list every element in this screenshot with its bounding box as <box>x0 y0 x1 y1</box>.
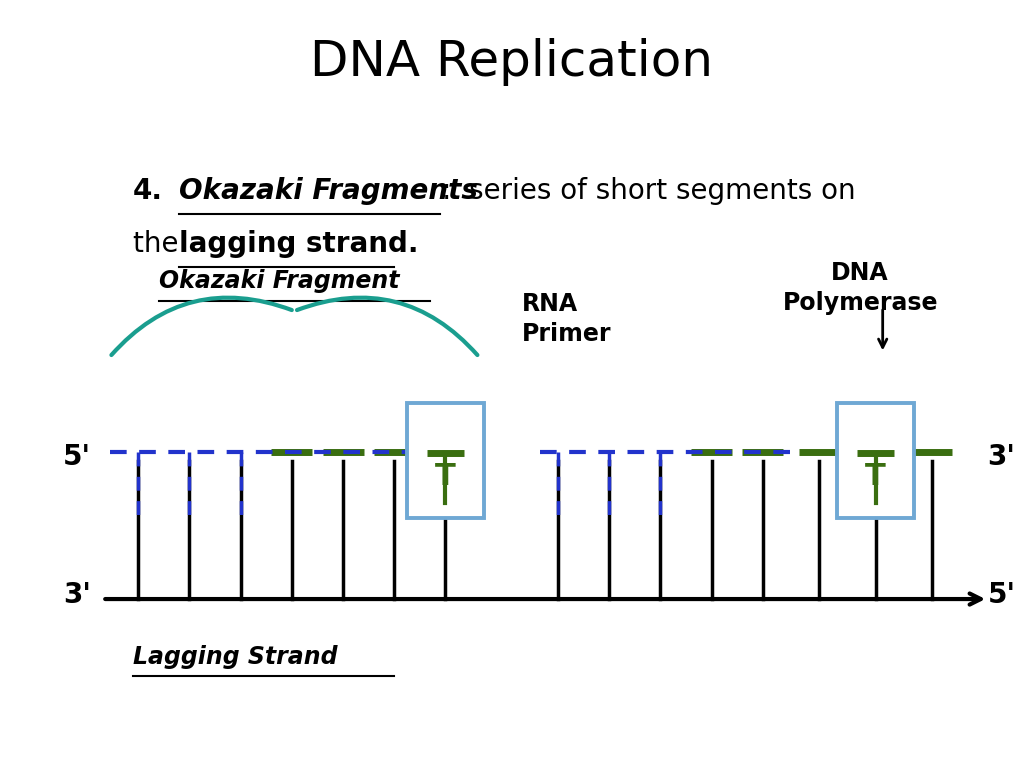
Text: lagging strand.: lagging strand. <box>179 230 419 258</box>
Text: DNA
Polymerase: DNA Polymerase <box>782 261 938 315</box>
Text: DNA Replication: DNA Replication <box>310 38 714 87</box>
Bar <box>407 403 484 518</box>
Text: 3': 3' <box>62 581 91 609</box>
Text: RNA
Primer: RNA Primer <box>522 292 611 346</box>
Text: T: T <box>865 462 886 491</box>
Text: Okazaki Fragments: Okazaki Fragments <box>179 177 478 204</box>
Text: 5': 5' <box>987 581 1016 609</box>
Bar <box>837 403 914 518</box>
Text: 3': 3' <box>987 443 1016 471</box>
Text: Okazaki Fragment: Okazaki Fragment <box>159 269 399 293</box>
Text: 4.: 4. <box>133 177 163 204</box>
Text: :  series of short segments on: : series of short segments on <box>442 177 856 204</box>
Text: 5': 5' <box>62 443 91 471</box>
Text: Lagging Strand: Lagging Strand <box>133 645 338 669</box>
Text: the: the <box>133 230 187 258</box>
Text: T: T <box>435 462 456 491</box>
